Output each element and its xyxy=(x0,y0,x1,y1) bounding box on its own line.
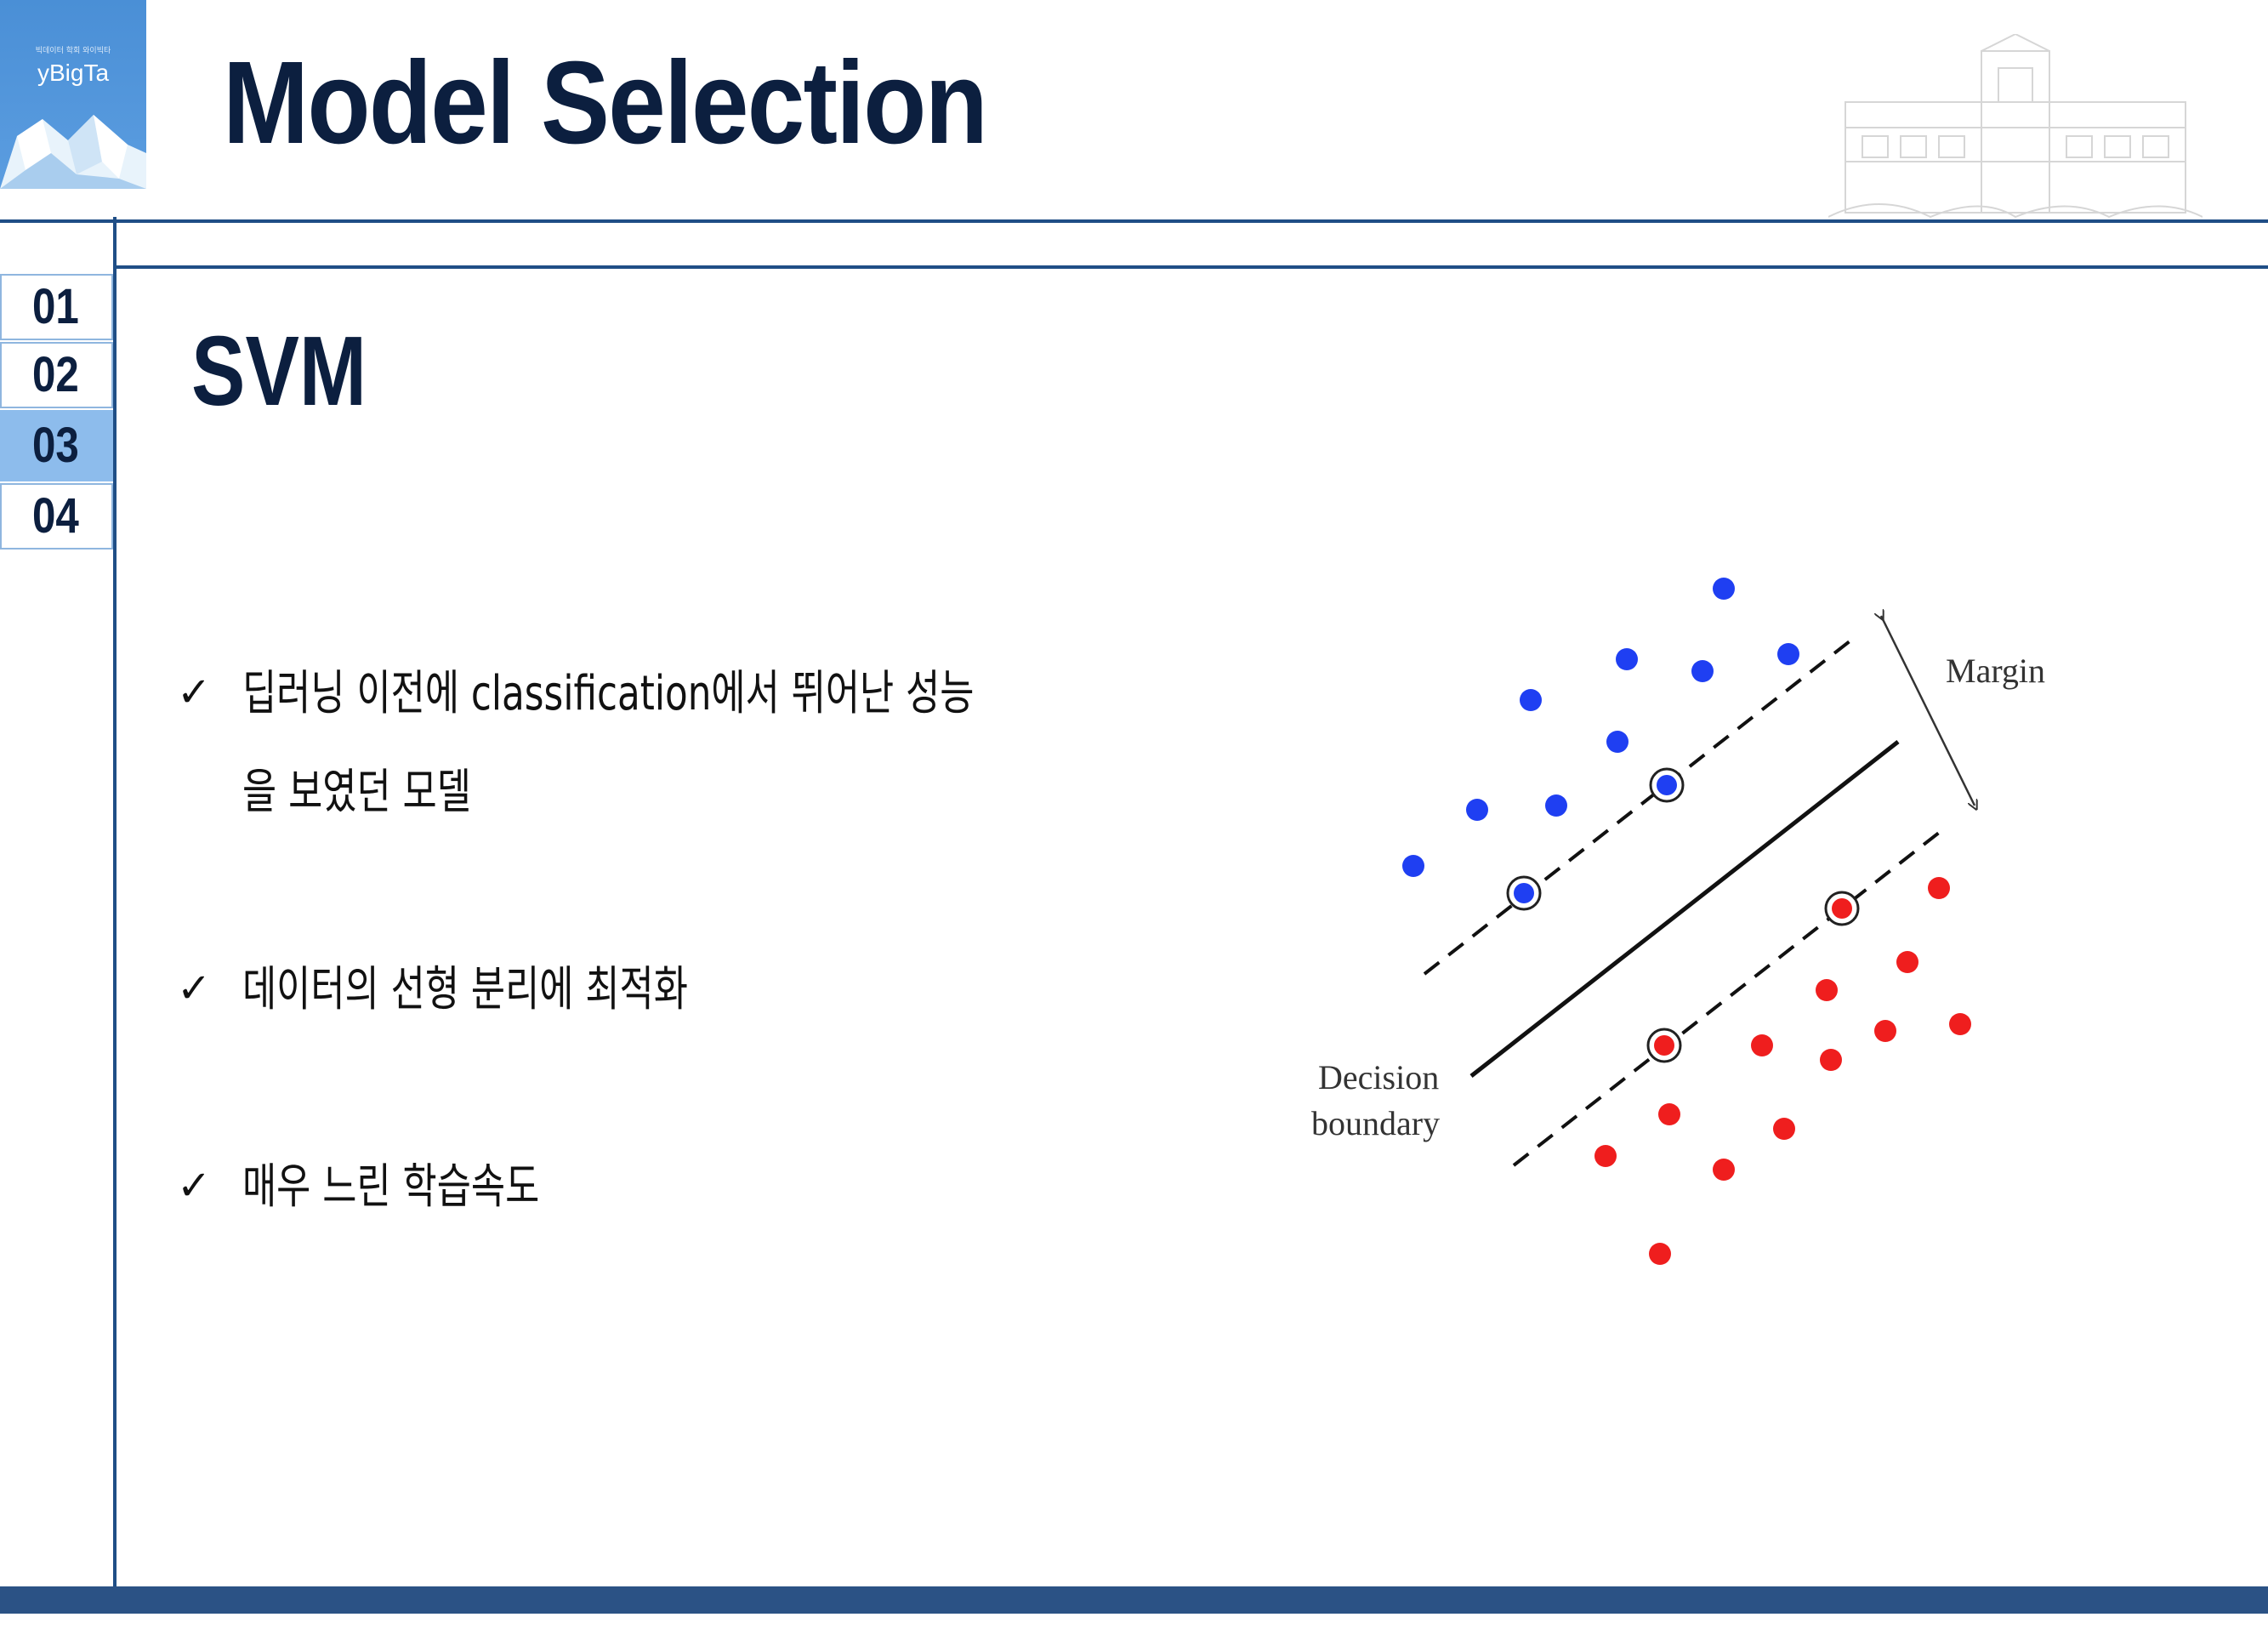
upper-margin-line xyxy=(1423,636,1856,976)
data-point xyxy=(1402,855,1424,877)
section-title: SVM xyxy=(191,316,367,426)
brand-logo: 빅데이터 학회 와이빅타 yBigTa xyxy=(0,0,146,189)
data-point xyxy=(1820,1049,1842,1071)
data-point xyxy=(1777,643,1799,665)
decision-boundary-line xyxy=(1469,740,1900,1078)
header-rule-bottom xyxy=(117,265,2268,269)
logo-name: yBigTa xyxy=(37,60,110,86)
nav-item-02[interactable]: 02 xyxy=(0,342,113,408)
header-rule-top xyxy=(0,219,2268,223)
footer-bar xyxy=(0,1586,2268,1614)
class-b-support-vectors xyxy=(1646,891,1860,1063)
data-point xyxy=(1606,731,1629,753)
sidebar-rule xyxy=(113,217,117,1586)
page-title: Model Selection xyxy=(223,37,988,168)
lower-margin-line xyxy=(1512,828,1945,1167)
nav-item-03[interactable]: 03 xyxy=(0,410,113,481)
class-a-points xyxy=(1402,578,1799,877)
data-point xyxy=(1773,1118,1795,1140)
building-watermark xyxy=(1828,34,2203,219)
svm-diagram: Margin Decision boundary xyxy=(1311,578,2045,1265)
data-point xyxy=(1594,1145,1617,1167)
data-point xyxy=(1691,660,1714,682)
data-point xyxy=(1466,799,1488,821)
data-point xyxy=(1896,951,1918,973)
data-point xyxy=(1616,648,1638,670)
iceberg-icon xyxy=(0,115,146,189)
check-icon: ✓ xyxy=(177,1162,212,1210)
margin-arrow xyxy=(1881,616,1975,806)
check-icon: ✓ xyxy=(177,669,212,716)
logo-tagline: 빅데이터 학회 와이빅타 xyxy=(35,47,111,55)
decision-boundary-label-2: boundary xyxy=(1311,1104,1440,1142)
data-point xyxy=(1713,1159,1735,1181)
data-point xyxy=(1816,979,1838,1001)
data-point xyxy=(1649,1243,1671,1265)
bullet-1-line-1: 딥러닝 이전에 classification에서 뛰어난 성능 xyxy=(242,666,975,721)
data-point xyxy=(1658,1103,1680,1125)
data-point xyxy=(1949,1013,1971,1035)
decision-boundary-label-1: Decision xyxy=(1318,1058,1439,1096)
bullet-1-line-2: 을 보였던 모델 xyxy=(242,765,471,820)
class-a-support-vectors xyxy=(1506,767,1685,911)
bullet-2: 데이터의 선형 분리에 최적화 xyxy=(242,962,688,1017)
data-point xyxy=(1928,877,1950,899)
data-point xyxy=(1874,1020,1896,1042)
data-point xyxy=(1713,578,1735,600)
nav-item-01[interactable]: 01 xyxy=(0,274,113,340)
nav-item-04[interactable]: 04 xyxy=(0,483,113,550)
data-point xyxy=(1520,689,1542,711)
check-icon: ✓ xyxy=(177,965,212,1012)
class-b-points xyxy=(1594,877,1971,1265)
margin-label: Margin xyxy=(1946,652,2045,690)
bullet-3: 매우 느린 학습속도 xyxy=(242,1159,540,1215)
data-point xyxy=(1545,794,1567,817)
data-point xyxy=(1751,1034,1773,1056)
